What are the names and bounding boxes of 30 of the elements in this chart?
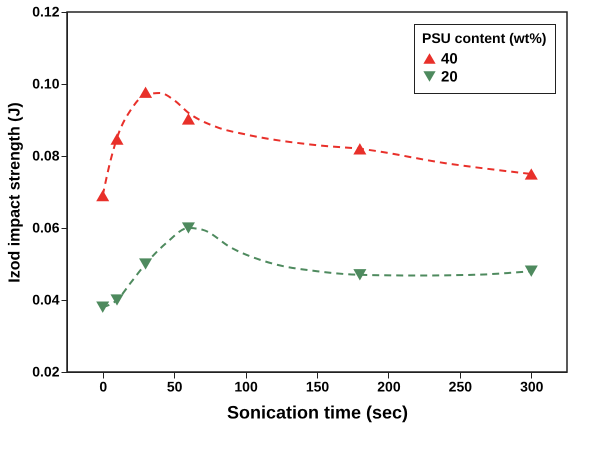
y-tick-label: 0.08 [32,148,60,164]
point [353,143,366,154]
y-tick-label: 0.06 [32,220,60,236]
y-tick-label: 0.04 [32,292,60,308]
point [182,222,195,234]
legend-label: 20 [441,68,458,86]
point [524,168,538,180]
point [96,302,110,313]
x-tick-label: 300 [520,378,544,394]
x-tick-label: 0 [99,378,108,394]
point [110,133,124,145]
y-axis-title: Izod impact strength (J) [6,102,24,283]
x-tick-label: 100 [234,378,258,394]
point [353,269,366,280]
legend-title: PSU content (wt%) [422,30,546,46]
x-tick-label: 250 [448,378,472,394]
point [96,190,110,202]
point [139,258,152,270]
point [182,113,195,125]
x-axis-title: Sonication time (sec) [226,402,408,422]
y-tick-label: 0.02 [32,364,60,380]
point [524,266,538,277]
x-tick-label: 200 [377,378,401,394]
y-tick-label: 0.12 [32,4,60,20]
x-tick-label: 150 [306,378,330,394]
point [110,294,124,306]
y-tick-label: 0.10 [32,76,60,92]
legend-label: 40 [441,50,458,68]
point [139,86,152,98]
x-tick-label: 50 [166,378,183,394]
